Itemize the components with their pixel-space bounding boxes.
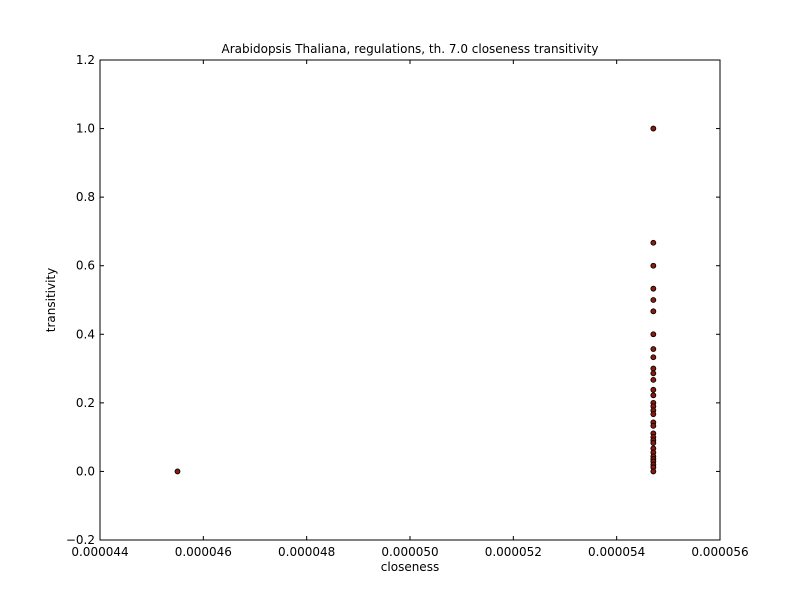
y-tick-label: 0.6 bbox=[76, 259, 95, 273]
data-point bbox=[650, 331, 657, 338]
x-tick-label: 0.000046 bbox=[175, 545, 232, 559]
x-tick-label: 0.000050 bbox=[381, 545, 438, 559]
y-tick-label: 0.0 bbox=[76, 464, 95, 478]
x-axis-label: closeness bbox=[381, 560, 439, 574]
data-point bbox=[650, 386, 657, 393]
data-point bbox=[650, 370, 657, 377]
data-point bbox=[650, 297, 657, 303]
data-point bbox=[650, 411, 657, 418]
y-tick-label: 0.4 bbox=[76, 327, 95, 341]
plot-frame bbox=[99, 59, 721, 541]
data-point bbox=[650, 262, 657, 269]
data-point bbox=[650, 354, 657, 361]
y-tick-label: 0.2 bbox=[76, 396, 95, 410]
x-tick-label: 0.000054 bbox=[588, 545, 645, 559]
y-tick-label: 1.2 bbox=[76, 53, 95, 67]
data-point bbox=[650, 440, 657, 446]
x-tick-label: 0.000044 bbox=[71, 545, 128, 559]
data-points bbox=[174, 125, 657, 475]
data-point bbox=[650, 392, 657, 399]
y-axis-ticks: −0.2 0.0 0.2 0.4 0.6 0.8 1.0 1.2 bbox=[66, 53, 720, 547]
data-point bbox=[650, 285, 657, 292]
data-point bbox=[174, 468, 181, 475]
data-point bbox=[650, 468, 657, 475]
data-point bbox=[650, 308, 657, 315]
chart-title: Arabidopsis Thaliana, regulations, th. 7… bbox=[222, 42, 599, 56]
data-point bbox=[650, 125, 657, 132]
data-point bbox=[650, 365, 657, 372]
y-axis-label: transitivity bbox=[44, 268, 58, 332]
data-point bbox=[650, 422, 657, 429]
y-tick-label: 1.0 bbox=[76, 122, 95, 136]
x-tick-label: 0.000052 bbox=[485, 545, 542, 559]
data-point bbox=[650, 376, 657, 383]
x-axis-ticks: 0.000044 0.000046 0.000048 0.000050 0.000052… bbox=[71, 60, 749, 559]
x-tick-label: 0.000056 bbox=[691, 545, 748, 559]
data-point bbox=[650, 239, 657, 246]
y-tick-label: 0.8 bbox=[76, 190, 95, 204]
data-point bbox=[650, 346, 657, 352]
y-tick-label: −0.2 bbox=[66, 533, 95, 547]
x-tick-label: 0.000048 bbox=[278, 545, 335, 559]
